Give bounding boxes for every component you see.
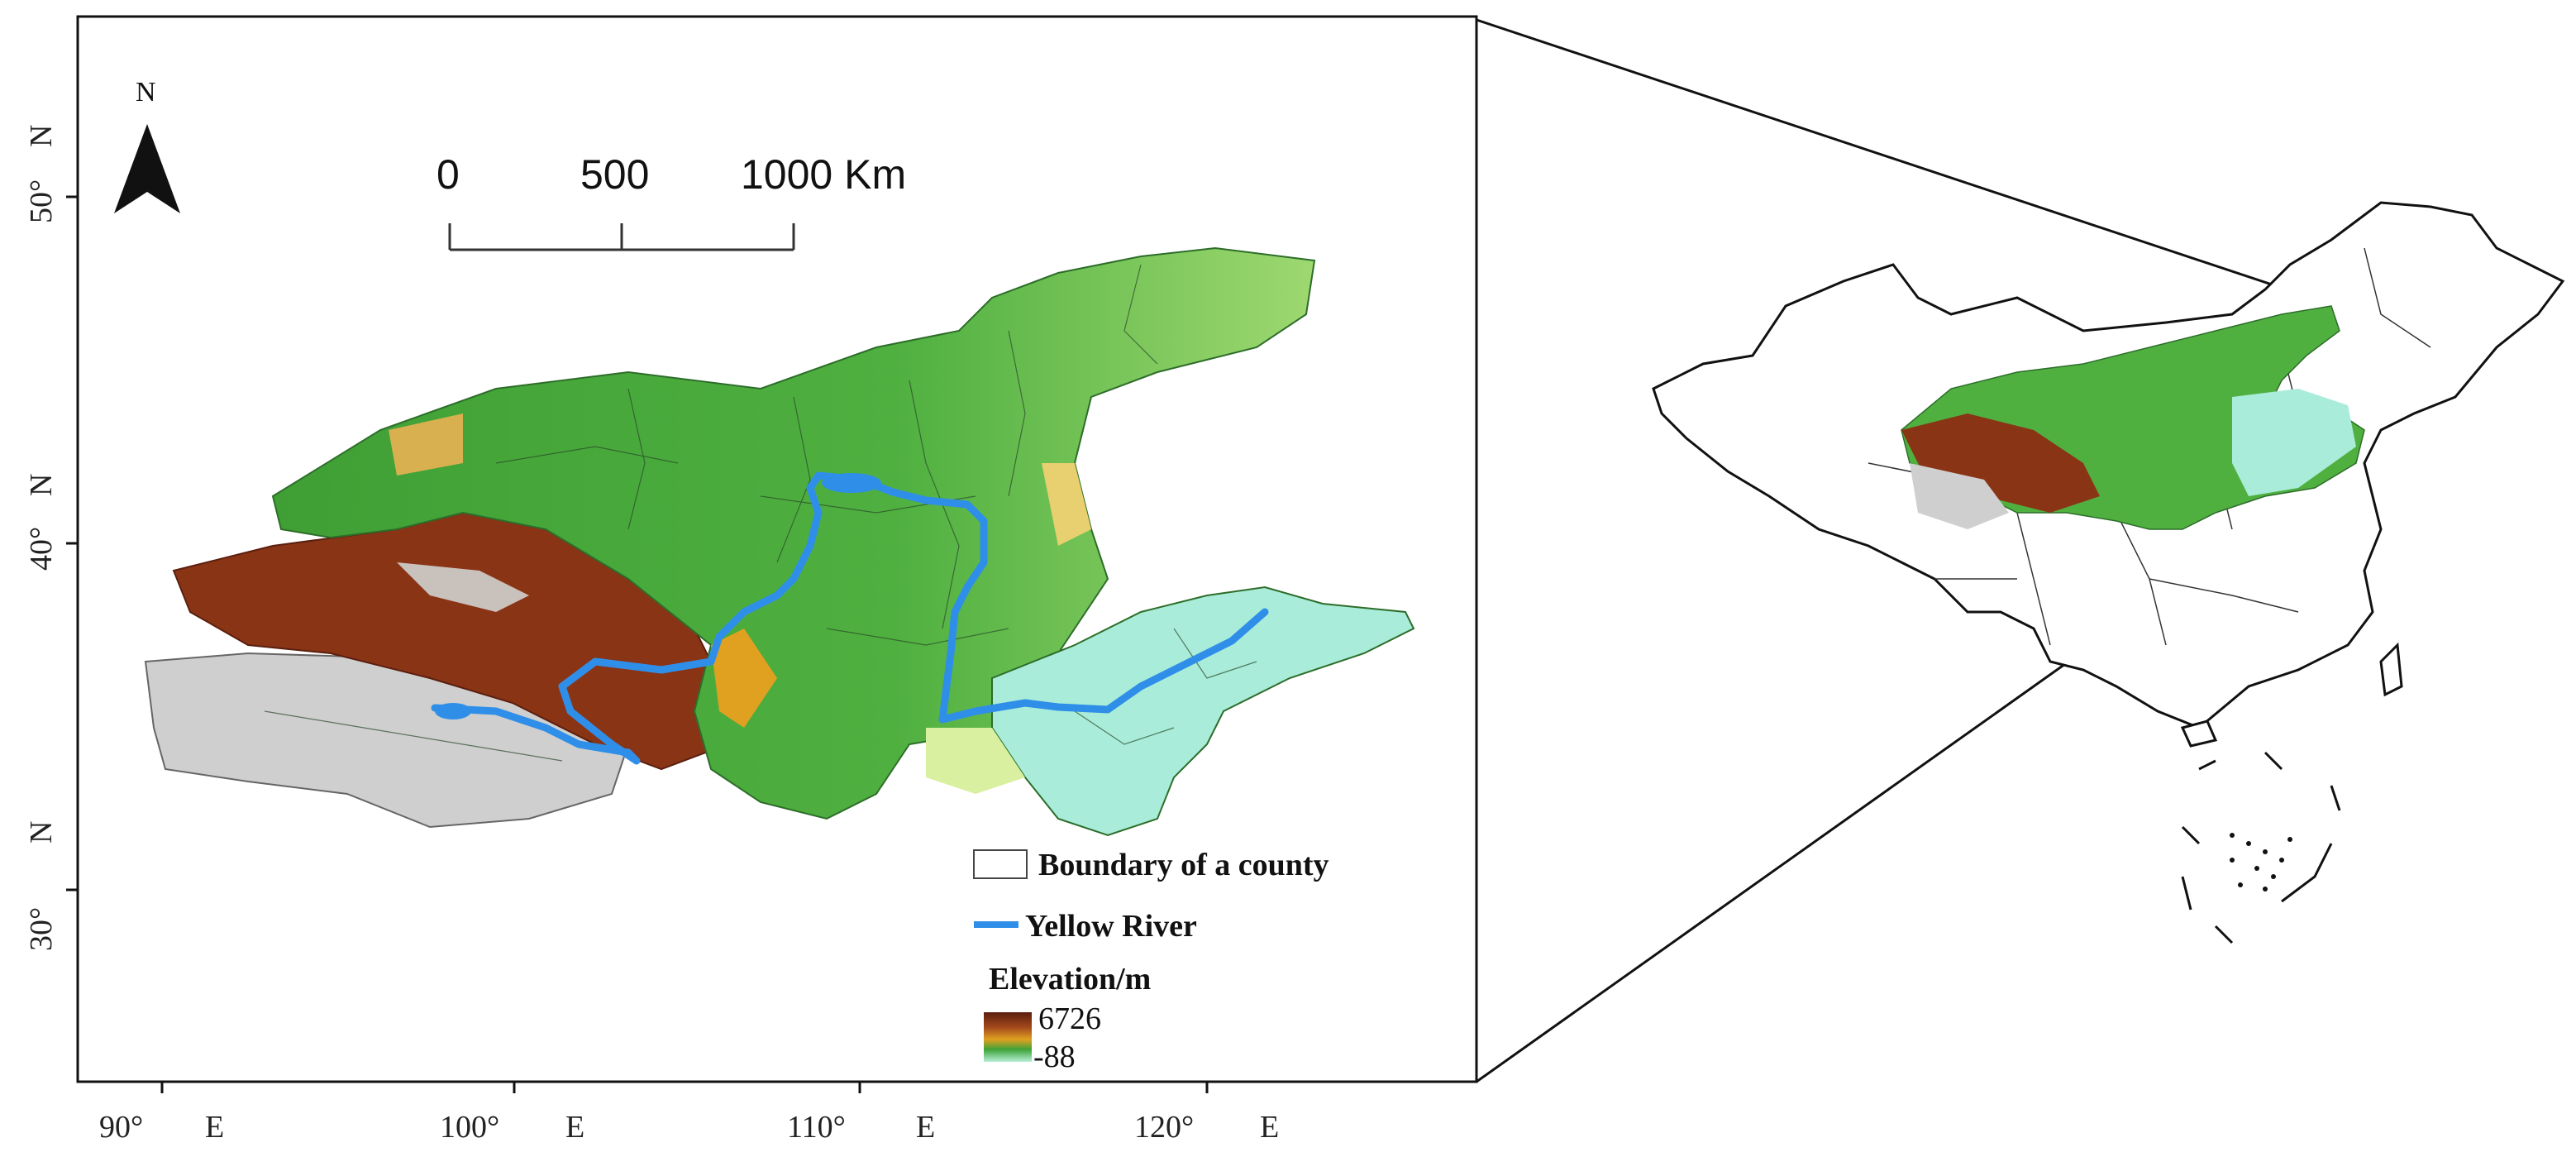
china-inset bbox=[1652, 201, 2565, 944]
scale-label-0: 0 bbox=[436, 151, 460, 198]
legend: Boundary of a county Yellow River Elevat… bbox=[973, 848, 1329, 1074]
legend-elevation-title: Elevation/m bbox=[989, 962, 1151, 997]
latitude-label-50: 50° bbox=[24, 179, 59, 223]
latitude-label-40-hemi: N bbox=[24, 474, 59, 496]
latitude-label-30: 30° bbox=[24, 907, 59, 951]
latitude-label-30-hemi: N bbox=[24, 821, 59, 844]
svg-text:40°: 40° bbox=[24, 527, 59, 571]
legend-river-label: Yellow River bbox=[1025, 909, 1197, 944]
legend-county-swatch bbox=[973, 849, 1028, 879]
south-sea-islands bbox=[2181, 751, 2341, 944]
yellow-river bbox=[431, 471, 1269, 765]
svg-text:N: N bbox=[24, 125, 59, 147]
svg-text:N: N bbox=[24, 821, 59, 844]
river-lake-north bbox=[822, 473, 881, 493]
longitude-label-100: 100° bbox=[440, 1110, 499, 1145]
svg-text:N: N bbox=[136, 77, 156, 108]
legend-elevation-min: -88 bbox=[1033, 1040, 1076, 1074]
latitude-ticks bbox=[66, 195, 78, 891]
loess-plateau-region bbox=[271, 246, 1316, 820]
taiwan-island bbox=[2379, 642, 2403, 697]
legend-county-label: Boundary of a county bbox=[1038, 848, 1329, 882]
longitude-label-110-hemi: E bbox=[916, 1110, 935, 1145]
longitude-label-100-hemi: E bbox=[565, 1110, 584, 1145]
north-china-plain-region bbox=[991, 586, 1415, 837]
legend-elevation-ramp bbox=[984, 1012, 1032, 1062]
north-arrow: N bbox=[114, 77, 180, 213]
svg-text:50°: 50° bbox=[24, 179, 59, 223]
scale-label-500: 500 bbox=[580, 151, 649, 198]
svg-text:30°: 30° bbox=[24, 907, 59, 951]
south-sea-dots bbox=[2230, 833, 2292, 891]
longitude-label-120-hemi: E bbox=[1260, 1110, 1279, 1145]
latitude-label-50-hemi: N bbox=[24, 125, 59, 147]
longitude-label-120: 120° bbox=[1134, 1110, 1194, 1145]
svg-text:N: N bbox=[24, 474, 59, 496]
longitude-label-90-hemi: E bbox=[205, 1110, 224, 1145]
legend-elevation-max: 6726 bbox=[1038, 1001, 1101, 1036]
longitude-ticks bbox=[160, 1082, 1209, 1093]
hainan-island bbox=[2180, 719, 2218, 748]
inset-connector-top bbox=[1476, 18, 2312, 299]
study-region bbox=[144, 246, 1415, 837]
latitude-label-40: 40° bbox=[24, 527, 59, 571]
scale-bar: 0 500 1000 Km bbox=[436, 151, 906, 251]
scale-label-1000: 1000 Km bbox=[741, 151, 906, 198]
longitude-label-90: 90° bbox=[99, 1110, 143, 1145]
river-lake-west bbox=[435, 703, 471, 719]
longitude-label-110: 110° bbox=[787, 1110, 846, 1145]
